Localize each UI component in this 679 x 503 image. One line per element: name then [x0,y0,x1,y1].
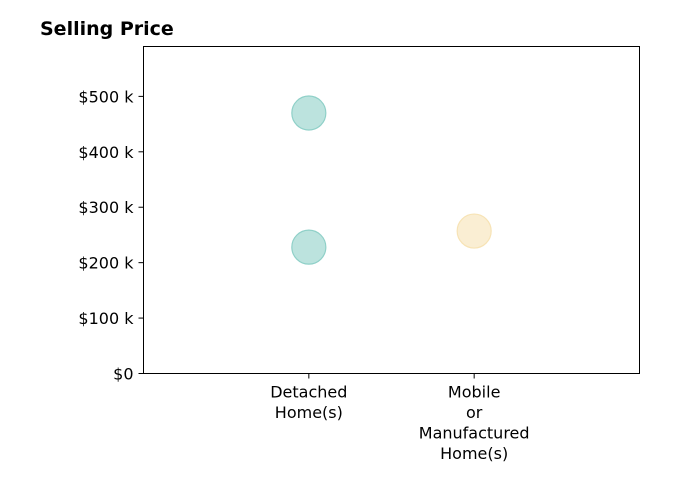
x-tick-label-line: Manufactured [419,424,530,443]
x-tick-label-line: Mobile [448,383,500,402]
chart-title: Selling Price [40,18,174,40]
x-tick-label: Mobile or Manufactured Home(s) [419,383,530,464]
y-tick-label: $300 k [78,198,134,217]
x-tick-label-line: Home(s) [440,444,508,463]
y-tick-label: $200 k [78,254,134,273]
chart-marks [291,95,492,265]
x-tick-label: Detached Home(s) [270,383,347,423]
y-tick-label: $500 k [78,87,134,106]
y-axis: $0 $100 k $200 k $300 k $400 k $500 k [78,87,144,384]
plot-frame [143,46,640,374]
data-point [291,95,327,131]
y-tick-label: $400 k [78,143,134,162]
y-tick-label: $100 k [78,309,134,328]
data-point [291,229,327,265]
x-tick-label-line: Home(s) [275,403,343,422]
x-axis: Detached Home(s)Mobile or Manufactured Home(… [270,373,530,464]
x-tick-label-line: Detached [270,383,347,402]
y-tick-label: $0 [113,365,133,384]
data-point [456,213,492,249]
x-tick-label-line: or [466,403,483,422]
